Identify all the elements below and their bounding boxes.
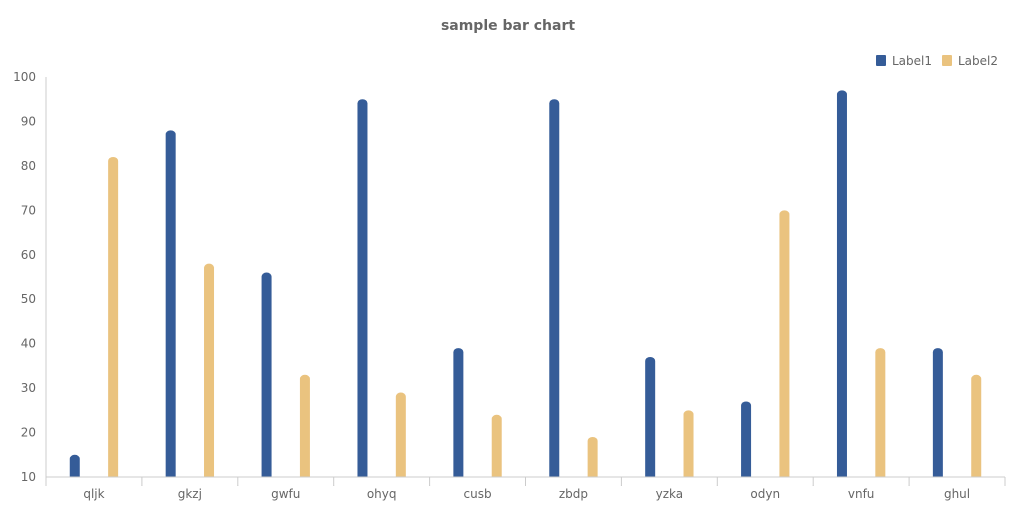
legend[interactable]: Label1 Label2: [876, 54, 998, 68]
y-tick-label: 40: [21, 337, 36, 351]
bar-label1-ohyq[interactable]: [357, 99, 368, 481]
y-tick-label: 30: [21, 381, 36, 395]
bar-label1-qljk[interactable]: [69, 454, 80, 481]
bar-label2-gwfu[interactable]: [299, 374, 310, 481]
bar-label2-ghul[interactable]: [971, 374, 982, 481]
legend-item-label2[interactable]: Label2: [942, 54, 998, 68]
x-tick-label: gkzj: [178, 487, 202, 501]
y-tick-label: 20: [21, 426, 36, 440]
y-tick-label: 70: [21, 203, 36, 217]
legend-item-label1[interactable]: Label1: [876, 54, 932, 68]
y-tick-label: 90: [21, 114, 36, 128]
bar-label2-zbdp[interactable]: [587, 437, 598, 481]
y-tick-label: 80: [21, 159, 36, 173]
bar-label2-ohyq[interactable]: [395, 392, 406, 481]
bar-label1-zbdp[interactable]: [549, 99, 560, 481]
y-tick-label: 10: [21, 470, 36, 484]
legend-label: Label1: [892, 54, 932, 68]
y-tick-label: 60: [21, 248, 36, 262]
x-tick-label: ohyq: [367, 487, 397, 501]
x-tick-label: odyn: [750, 487, 780, 501]
x-tick-label: gwfu: [271, 487, 300, 501]
y-tick-label: 100: [13, 70, 36, 84]
bar-label2-odyn[interactable]: [779, 210, 790, 482]
x-tick-label: zbdp: [559, 487, 588, 501]
bar-label2-cusb[interactable]: [491, 414, 502, 481]
legend-swatch: [942, 55, 952, 66]
bars: [45, 90, 1006, 486]
y-axis: 10 20 30 40 50 60 70 80 90 100: [13, 70, 47, 486]
bar-label1-ghul[interactable]: [932, 348, 943, 481]
bar-label1-cusb[interactable]: [453, 348, 464, 481]
bar-label1-gwfu[interactable]: [261, 272, 272, 481]
bar-label1-gkzj[interactable]: [165, 130, 176, 482]
x-tick-label: qljk: [83, 487, 104, 501]
x-tick-label: cusb: [464, 487, 492, 501]
chart-title: sample bar chart: [441, 18, 575, 34]
bar-label1-vnfu[interactable]: [836, 90, 847, 481]
x-tick-label: vnfu: [848, 487, 875, 501]
bar-label1-odyn[interactable]: [741, 401, 752, 481]
bar-label2-gkzj[interactable]: [204, 263, 215, 481]
bar-label2-vnfu[interactable]: [875, 348, 886, 481]
y-tick-label: 50: [21, 292, 36, 306]
x-tick-label: yzka: [656, 487, 684, 501]
bar-label2-qljk[interactable]: [108, 157, 119, 481]
x-tick-label: ghul: [944, 487, 970, 501]
bar-label1-yzka[interactable]: [645, 357, 656, 481]
legend-label: Label2: [958, 54, 998, 68]
legend-swatch: [876, 55, 886, 66]
bar-label2-yzka[interactable]: [683, 410, 694, 481]
